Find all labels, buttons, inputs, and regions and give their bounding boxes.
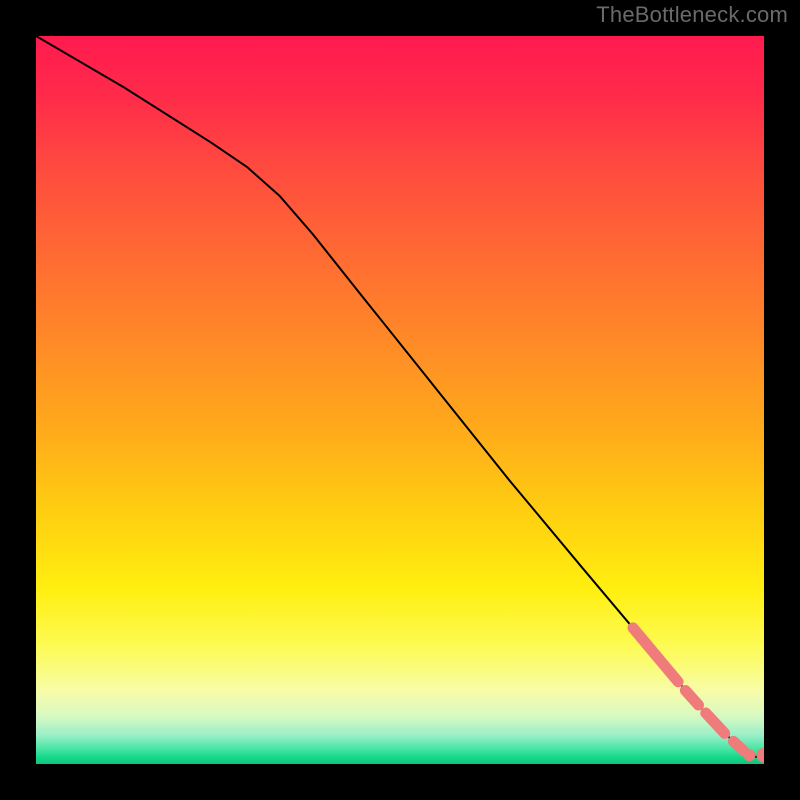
plot-area — [36, 36, 764, 764]
chart-stage: TheBottleneck.com — [0, 0, 800, 800]
highlight-segment — [733, 741, 743, 750]
chart-svg — [36, 36, 764, 764]
watermark-text: TheBottleneck.com — [596, 2, 788, 28]
marker-dot — [743, 749, 755, 761]
